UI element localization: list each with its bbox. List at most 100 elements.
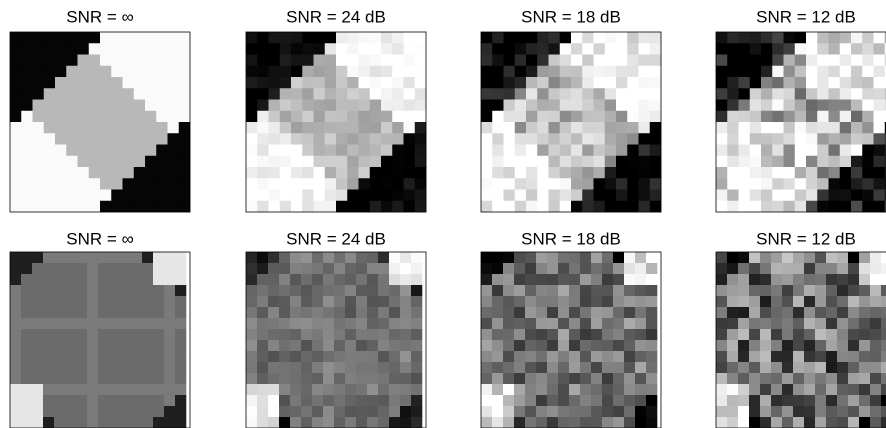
pixel bbox=[33, 167, 45, 179]
pixel bbox=[164, 274, 175, 285]
pixel bbox=[782, 285, 793, 296]
pixel bbox=[874, 77, 886, 89]
pixel bbox=[784, 43, 796, 55]
pixel bbox=[43, 263, 54, 274]
pixel bbox=[314, 32, 326, 44]
pixel bbox=[415, 133, 427, 145]
pixel bbox=[504, 201, 516, 213]
pixel bbox=[111, 178, 123, 190]
pixel bbox=[111, 100, 123, 112]
pixel bbox=[100, 55, 112, 67]
pixel bbox=[760, 252, 771, 263]
pixel bbox=[378, 406, 389, 417]
pixel bbox=[291, 122, 303, 134]
pixel bbox=[817, 100, 829, 112]
pixel bbox=[21, 167, 33, 179]
panel-title: SNR = 18 dB bbox=[521, 229, 621, 248]
pixel bbox=[345, 384, 356, 395]
pixel bbox=[761, 133, 773, 145]
pixel bbox=[268, 362, 279, 373]
pixel bbox=[537, 55, 549, 67]
pixel bbox=[21, 111, 33, 123]
pixel bbox=[55, 55, 67, 67]
pixel bbox=[793, 329, 804, 340]
pixel bbox=[290, 263, 301, 274]
pixel bbox=[389, 351, 400, 362]
pixel bbox=[175, 307, 186, 318]
pixel bbox=[378, 395, 389, 406]
pixel bbox=[314, 145, 326, 157]
pixel bbox=[862, 32, 874, 44]
pixel bbox=[749, 395, 760, 406]
pixel bbox=[345, 274, 356, 285]
pixel bbox=[624, 384, 635, 395]
pixel bbox=[21, 285, 32, 296]
pixel bbox=[120, 406, 131, 417]
pixel bbox=[65, 318, 76, 329]
pixel bbox=[334, 252, 345, 263]
pixel bbox=[411, 384, 422, 395]
pixel bbox=[325, 77, 337, 89]
pixel bbox=[325, 66, 337, 78]
pixel bbox=[537, 32, 549, 44]
pixel bbox=[10, 307, 21, 318]
pixel bbox=[492, 263, 503, 274]
pixel bbox=[815, 252, 826, 263]
pixel bbox=[870, 296, 881, 307]
pixel bbox=[594, 133, 606, 145]
pixel bbox=[43, 296, 54, 307]
pixel bbox=[411, 406, 422, 417]
pixel bbox=[627, 201, 639, 213]
pixel bbox=[537, 66, 549, 78]
pixel bbox=[164, 340, 175, 351]
pixel bbox=[815, 395, 826, 406]
pixel bbox=[370, 77, 382, 89]
pixel bbox=[381, 77, 393, 89]
pixel bbox=[624, 285, 635, 296]
pixel bbox=[325, 178, 337, 190]
pixel bbox=[851, 133, 863, 145]
pixel bbox=[78, 133, 90, 145]
pixel bbox=[635, 274, 646, 285]
pixel bbox=[134, 77, 146, 89]
pixel bbox=[515, 111, 527, 123]
pixel bbox=[616, 145, 628, 157]
pixel bbox=[492, 285, 503, 296]
pixel bbox=[89, 111, 101, 123]
pixel bbox=[806, 178, 818, 190]
pixel bbox=[134, 201, 146, 213]
pixel bbox=[874, 156, 886, 168]
pixel bbox=[536, 307, 547, 318]
pixel bbox=[325, 88, 337, 100]
pixel bbox=[356, 252, 367, 263]
pixel bbox=[716, 145, 728, 157]
pixel bbox=[301, 329, 312, 340]
pixel bbox=[806, 133, 818, 145]
pixel bbox=[33, 55, 45, 67]
pixel bbox=[716, 329, 727, 340]
pixel bbox=[492, 406, 503, 417]
pixel bbox=[87, 406, 98, 417]
pixel bbox=[616, 66, 628, 78]
pixel bbox=[613, 307, 624, 318]
pixel bbox=[716, 384, 727, 395]
pixel bbox=[738, 318, 749, 329]
pixel bbox=[848, 329, 859, 340]
pixel bbox=[280, 43, 292, 55]
pixel bbox=[793, 263, 804, 274]
pixel bbox=[10, 66, 22, 78]
pixel bbox=[55, 66, 67, 78]
pixel bbox=[784, 66, 796, 78]
pixel bbox=[580, 274, 591, 285]
pixel bbox=[411, 252, 422, 263]
pixel bbox=[269, 167, 281, 179]
pixel bbox=[87, 252, 98, 263]
pixel bbox=[415, 156, 427, 168]
pixel bbox=[639, 55, 651, 67]
pixel bbox=[54, 263, 65, 274]
pixel bbox=[826, 406, 837, 417]
pixel bbox=[727, 32, 739, 44]
pixel bbox=[145, 156, 157, 168]
pixel bbox=[760, 417, 771, 428]
pixel bbox=[164, 296, 175, 307]
